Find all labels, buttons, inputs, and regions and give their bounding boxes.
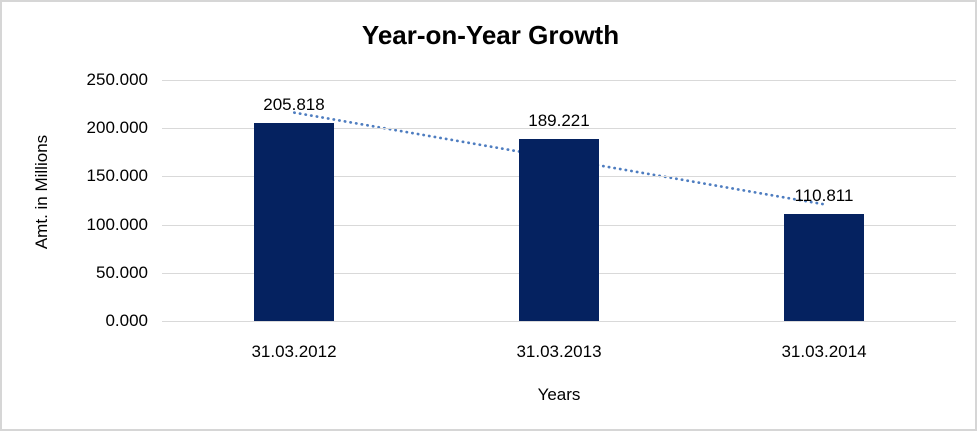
y-tick-label: 200.000 (86, 118, 148, 137)
bar (784, 214, 864, 321)
chart-title: Year-on-Year Growth (361, 20, 620, 50)
x-axis-title: Years (537, 385, 581, 404)
bar (254, 123, 334, 321)
bar (519, 139, 599, 321)
bar-value-label: 110.811 (794, 186, 854, 205)
y-tick-label: 0.000 (105, 311, 148, 330)
y-tick-label: 150.000 (86, 166, 148, 185)
y-tick-label: 250.000 (86, 70, 148, 89)
x-category-label: 31.03.2014 (781, 342, 867, 361)
gridline (162, 80, 956, 81)
y-axis-title: Amt. in Millions (32, 134, 51, 250)
y-tick-label: 100.000 (86, 215, 148, 234)
x-category-label: 31.03.2013 (516, 342, 602, 361)
gridline (162, 321, 956, 322)
y-tick-label: 50.000 (96, 263, 148, 282)
x-category-label: 31.03.2012 (251, 342, 337, 361)
bar-value-label: 205.818 (263, 95, 325, 114)
bar-value-label: 189.221 (528, 111, 590, 130)
gridline (162, 128, 956, 129)
